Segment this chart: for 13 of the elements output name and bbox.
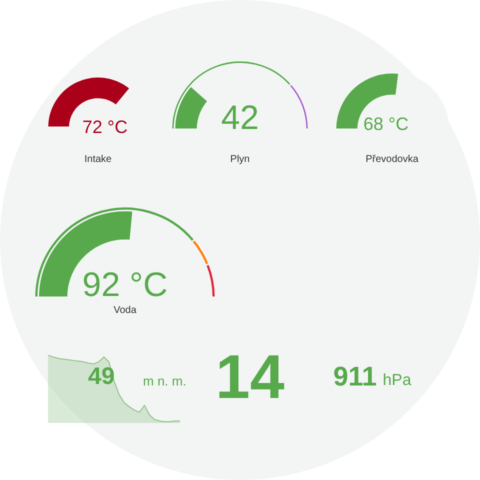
- annotation: 49: [88, 363, 115, 390]
- annotation: m n. m.: [143, 374, 186, 388]
- text: 68 °C: [363, 114, 409, 134]
- text: Převodovka: [366, 154, 418, 165]
- text: 72 °C: [82, 117, 128, 137]
- text: hPa: [382, 372, 412, 389]
- text: Plyn: [230, 154, 250, 165]
- text: Intake: [84, 154, 112, 165]
- text: 14: [216, 343, 284, 412]
- text: 92 °C: [82, 266, 168, 304]
- text: 42: [221, 99, 259, 137]
- text: 911: [333, 362, 377, 392]
- text: Voda: [114, 305, 136, 316]
